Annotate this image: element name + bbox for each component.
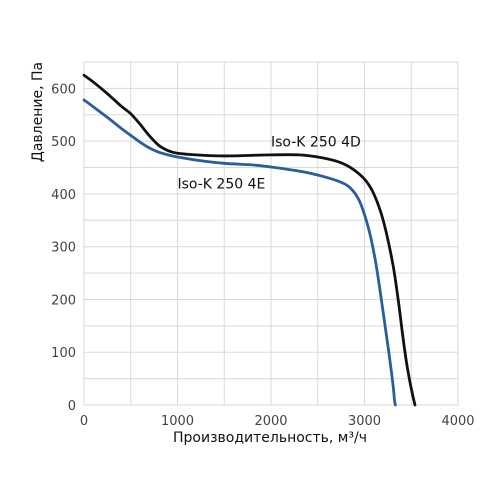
- series-line-0: [82, 73, 417, 407]
- series-label-0: Iso-K 250 4D: [271, 134, 361, 150]
- x-tick-label: 3000: [348, 414, 381, 429]
- y-tick-label: 0: [68, 399, 76, 414]
- chart-tick-labels: 0 1000 2000 3000 4000 0 100 200 300 400 500 600: [51, 82, 474, 429]
- y-tick-label: 400: [51, 188, 76, 203]
- y-tick-label: 300: [51, 241, 76, 256]
- x-tick-label: 0: [80, 414, 88, 429]
- series-label-1: Iso-K 250 4E: [178, 177, 266, 193]
- x-tick-label: 4000: [441, 414, 474, 429]
- x-tick-label: 1000: [161, 414, 194, 429]
- series-line-1: [82, 98, 397, 407]
- y-tick-label: 100: [51, 346, 76, 361]
- y-tick-label: 500: [51, 135, 76, 150]
- y-tick-label: 600: [51, 82, 76, 97]
- y-axis-label: Давление, Па: [30, 62, 46, 162]
- series-labels: Iso-K 250 4D Iso-K 250 4E: [178, 134, 361, 192]
- y-tick-label: 200: [51, 293, 76, 308]
- chart-series-group: [82, 73, 417, 407]
- x-tick-label: 2000: [254, 414, 287, 429]
- chart-grid: [83, 61, 459, 406]
- x-axis-label: Производительность, м³/ч: [173, 430, 367, 446]
